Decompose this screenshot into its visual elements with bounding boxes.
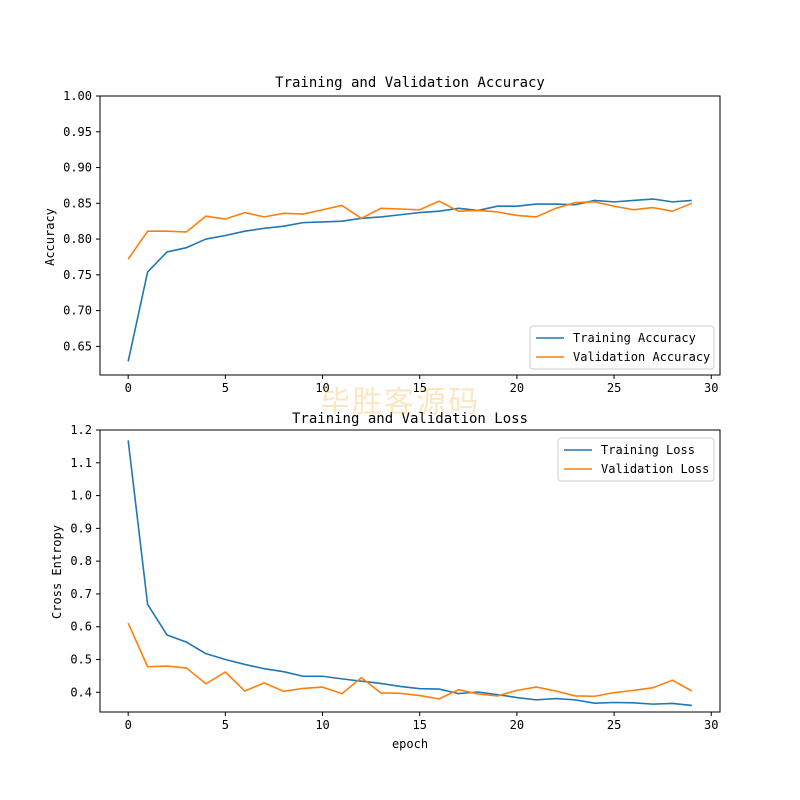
- watermark-text: 毕胜客源码: [320, 385, 480, 420]
- legend-validation-accuracy-label: Validation Accuracy: [573, 350, 710, 364]
- loss-y-tick-label: 0.6: [70, 620, 92, 634]
- loss-y-tick-label: 0.8: [70, 554, 92, 568]
- accuracy-chart-title: Training and Validation Accuracy: [275, 75, 545, 91]
- accuracy-y-tick-label: 1.00: [63, 89, 92, 103]
- loss-y-axis-label: Cross Entropy: [50, 525, 64, 619]
- legend-training-loss-label: Training Loss: [601, 443, 695, 457]
- loss-y-tick-label: 0.7: [70, 587, 92, 601]
- accuracy-legend-box: [529, 325, 715, 370]
- accuracy-x-tick-label: 20: [510, 381, 524, 395]
- loss-x-tick-label: 10: [315, 718, 329, 732]
- accuracy-legend: Training Accuracy Validation Accuracy: [529, 325, 715, 370]
- accuracy-y-axis-label: Accuracy: [43, 208, 57, 266]
- accuracy-x-tick-label: 25: [607, 381, 621, 395]
- accuracy-x-tick-label: 10: [315, 381, 329, 395]
- loss-y-tick-label: 1.0: [70, 489, 92, 503]
- accuracy-y-tick-label: 0.70: [63, 304, 92, 318]
- loss-x-tick-label: 25: [607, 718, 621, 732]
- loss-y-tick-label: 0.9: [70, 521, 92, 535]
- loss-y-tick-label: 0.4: [70, 685, 92, 699]
- accuracy-y-tick-label: 0.65: [63, 339, 92, 353]
- loss-y-tick-label: 0.5: [70, 653, 92, 667]
- accuracy-x-tick-label: 0: [125, 381, 132, 395]
- loss-x-tick-label: 20: [510, 718, 524, 732]
- loss-x-tick-label: 5: [222, 718, 229, 732]
- accuracy-series-training-line: [127, 198, 692, 362]
- accuracy-plot-frame: [99, 95, 721, 376]
- accuracy-x-tick-label: 30: [704, 381, 718, 395]
- legend-validation-loss-label: Validation Loss: [601, 462, 709, 476]
- loss-x-tick-label: 15: [412, 718, 426, 732]
- loss-series-lines: [127, 440, 693, 707]
- loss-series-training-line: [127, 440, 692, 707]
- loss-series-validation-line: [127, 622, 693, 700]
- legend-training-accuracy-label: Training Accuracy: [573, 331, 696, 345]
- accuracy-y-tick-label: 0.75: [63, 268, 92, 282]
- accuracy-series-lines: [127, 198, 693, 362]
- accuracy-ticks: 0 5 10 15 20 25 30 0.65 0.70 0.75 0.80 0.85 0.90 0.95…: [63, 89, 718, 395]
- loss-ticks: 0 5 10 15 20 25 30 0.4 0.5 0.6 0.7 0.8 0.9 1.0 1.1 1.2: [70, 423, 718, 732]
- loss-x-tick-label: 0: [125, 718, 132, 732]
- loss-x-axis-label: epoch: [392, 737, 428, 751]
- loss-subplot: Training and Validation Loss Cross Entro…: [50, 411, 721, 751]
- loss-legend: Training Loss Validation Loss: [557, 437, 715, 482]
- accuracy-subplot: Training and Validation Accuracy Accurac…: [43, 75, 721, 395]
- loss-legend-box: [557, 437, 715, 482]
- accuracy-y-tick-label: 0.90: [63, 161, 92, 175]
- loss-y-tick-label: 1.2: [70, 423, 92, 437]
- loss-plot-frame: [99, 429, 721, 713]
- loss-x-tick-label: 30: [704, 718, 718, 732]
- accuracy-series-validation-line: [127, 200, 693, 260]
- loss-y-tick-label: 1.1: [70, 456, 92, 470]
- accuracy-x-tick-label: 15: [412, 381, 426, 395]
- loss-chart-title: Training and Validation Loss: [292, 411, 528, 427]
- accuracy-y-tick-label: 0.95: [63, 125, 92, 139]
- accuracy-x-tick-label: 5: [222, 381, 229, 395]
- accuracy-y-tick-label: 0.80: [63, 232, 92, 246]
- accuracy-y-tick-label: 0.85: [63, 196, 92, 210]
